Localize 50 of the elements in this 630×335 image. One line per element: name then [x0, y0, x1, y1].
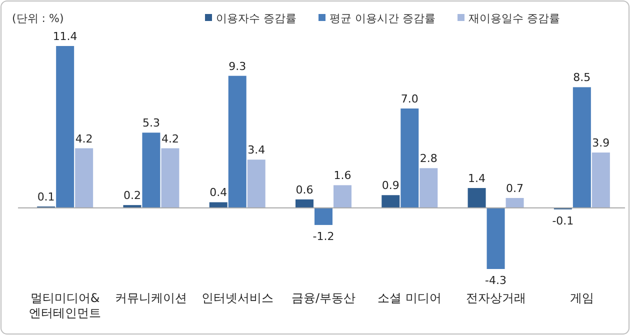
data-label: 1.6 [334, 169, 352, 182]
bar [506, 198, 524, 208]
legend-label: 평균 이용시간 증감률 [330, 12, 436, 25]
data-label: 4.2 [161, 132, 179, 146]
data-label: 0.4 [210, 186, 228, 200]
data-label: 8.5 [573, 71, 591, 84]
data-label: 0.9 [382, 179, 400, 192]
data-label: 2.8 [420, 152, 438, 166]
bar [334, 185, 352, 208]
data-label: -0.1 [552, 214, 574, 228]
bar [209, 202, 228, 208]
x-tick-label: 금융/부동산 [291, 291, 356, 305]
x-tick-label: 전자상거래 [466, 291, 526, 305]
x-tick-label: 게임 [570, 291, 594, 305]
bar [468, 188, 486, 208]
x-tick-label: 인터넷서비스 [201, 291, 274, 305]
bar [592, 152, 610, 208]
legend-label: 이용자수 증감률 [216, 12, 296, 25]
data-label: -1.2 [312, 230, 334, 243]
data-label: 7.0 [400, 92, 418, 106]
data-label: 0.6 [296, 183, 314, 196]
data-label: 9.3 [228, 60, 246, 73]
bar [161, 148, 180, 208]
data-label: 0.1 [37, 190, 55, 204]
bar [420, 168, 438, 208]
data-label: 0.2 [123, 189, 141, 202]
bar [247, 160, 266, 208]
bar [486, 208, 505, 269]
text: (단위 : %) [12, 12, 64, 25]
data-label: 1.4 [468, 172, 486, 186]
data-label: 4.2 [75, 132, 93, 146]
bar [228, 76, 246, 208]
bar [296, 199, 314, 208]
bar [142, 132, 160, 208]
bar [400, 108, 419, 208]
bar [75, 148, 94, 208]
data-label: 5.3 [142, 116, 160, 130]
bar [314, 208, 332, 225]
data-label: 0.7 [506, 182, 524, 195]
x-tick-label: 멀티미디어& 엔터테인먼트 [29, 291, 102, 320]
bar [572, 87, 591, 208]
legend-label: 재이용일수 증감률 [468, 12, 560, 25]
bar [56, 46, 74, 208]
data-label: 11.4 [52, 30, 78, 43]
data-label: -4.3 [485, 274, 507, 287]
x-tick-label: 소셜 미디어 [378, 291, 442, 305]
data-label: 3.9 [592, 136, 610, 150]
x-tick-label: 커뮤니케이션 [115, 291, 188, 305]
bar [382, 195, 400, 208]
data-label: 3.4 [248, 144, 266, 157]
